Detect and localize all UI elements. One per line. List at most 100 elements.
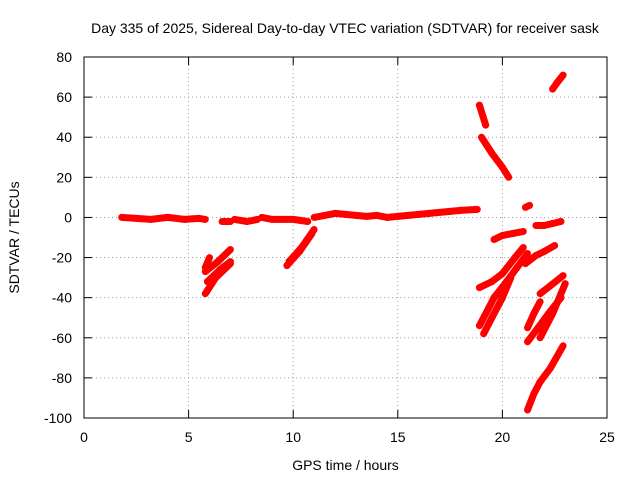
data-point — [498, 232, 506, 239]
data-trace — [537, 344, 567, 384]
x-axis-label: GPS time / hours — [292, 457, 399, 473]
y-axis-label: SDTVAR / TECUs — [6, 181, 22, 293]
data-point — [258, 213, 266, 221]
data-point — [530, 310, 538, 318]
data-point — [498, 163, 506, 171]
data-point — [488, 314, 496, 322]
y-tick-label: 0 — [64, 209, 72, 225]
data-trace — [480, 276, 515, 336]
data-segment — [490, 250, 531, 302]
data-point — [321, 211, 329, 219]
data-point — [206, 254, 213, 262]
data-point — [195, 214, 203, 222]
data-point — [425, 209, 433, 217]
data-point — [201, 290, 209, 298]
x-tick-label: 25 — [599, 429, 615, 445]
data-point — [164, 213, 172, 221]
data-segment — [536, 280, 569, 342]
x-tick-label: 0 — [80, 429, 88, 445]
data-segment — [383, 205, 481, 221]
data-segment — [475, 101, 490, 129]
x-tick-label: 20 — [495, 429, 511, 445]
data-point — [475, 284, 483, 292]
data-point — [331, 209, 339, 217]
data-point — [132, 214, 140, 222]
data-point — [218, 218, 226, 225]
data-point — [310, 226, 318, 233]
data-trace — [492, 228, 524, 243]
data-point — [559, 272, 567, 280]
data-point — [147, 215, 155, 223]
data-point — [536, 298, 544, 306]
y-tick-label: -100 — [44, 410, 72, 426]
data-point — [203, 278, 211, 286]
data-point — [383, 213, 391, 221]
y-tick-label: 20 — [56, 169, 72, 185]
data-point — [475, 101, 483, 109]
data-point — [511, 254, 519, 262]
data-segment — [475, 244, 527, 292]
data-layer — [118, 71, 569, 414]
data-point — [524, 324, 531, 332]
data-point — [310, 213, 318, 221]
data-trace — [523, 242, 557, 267]
data-segment — [118, 213, 209, 223]
data-point — [532, 252, 540, 259]
data-point — [436, 208, 444, 216]
data-point — [201, 268, 209, 276]
data-segment — [521, 201, 534, 211]
y-tick-label: -80 — [52, 370, 72, 386]
data-point — [521, 260, 529, 268]
data-point — [524, 338, 531, 346]
data-point — [298, 244, 306, 251]
data-segment — [258, 213, 312, 225]
data-point — [536, 334, 544, 342]
data-point — [526, 201, 534, 209]
data-point — [505, 173, 513, 181]
data-segment — [490, 228, 527, 243]
data-point — [547, 364, 554, 372]
data-point — [509, 230, 517, 237]
data-point — [415, 210, 423, 218]
data-point — [352, 211, 360, 219]
data-point — [289, 215, 297, 223]
data-point — [540, 222, 548, 229]
data-point — [513, 264, 521, 272]
data-point — [304, 218, 312, 225]
x-tick-label: 10 — [285, 429, 301, 445]
data-point — [540, 248, 548, 255]
data-segment — [285, 226, 318, 266]
data-point — [342, 210, 349, 218]
data-segment — [524, 298, 544, 332]
data-point — [490, 294, 498, 302]
data-point — [214, 258, 222, 266]
data-point — [549, 220, 557, 227]
chart-title: Day 335 of 2025, Sidereal Day-to-day VTE… — [91, 20, 600, 36]
data-point — [519, 228, 527, 235]
data-point — [226, 246, 234, 253]
data-point — [536, 378, 544, 386]
data-segment — [536, 272, 567, 298]
grid — [84, 57, 607, 418]
data-point — [534, 324, 542, 332]
x-tick-label: 15 — [390, 429, 406, 445]
data-point — [480, 330, 488, 338]
data-point — [530, 390, 538, 398]
data-segment — [521, 242, 559, 268]
data-point — [551, 242, 559, 249]
data-segment — [201, 246, 234, 276]
data-point — [446, 207, 454, 215]
data-trace — [491, 251, 531, 300]
data-point — [457, 206, 465, 214]
data-point — [216, 266, 224, 274]
x-tick-label: 5 — [185, 429, 193, 445]
data-point — [559, 71, 567, 79]
data-point — [279, 215, 287, 223]
plot-frame — [83, 56, 608, 419]
data-point — [478, 133, 485, 141]
ticks: 0 5 10 15 20 25 -100 -80 -60 -40 -20 0 20 40 60 80 — [44, 49, 615, 445]
data-point — [557, 218, 565, 225]
data-segment — [478, 133, 513, 181]
